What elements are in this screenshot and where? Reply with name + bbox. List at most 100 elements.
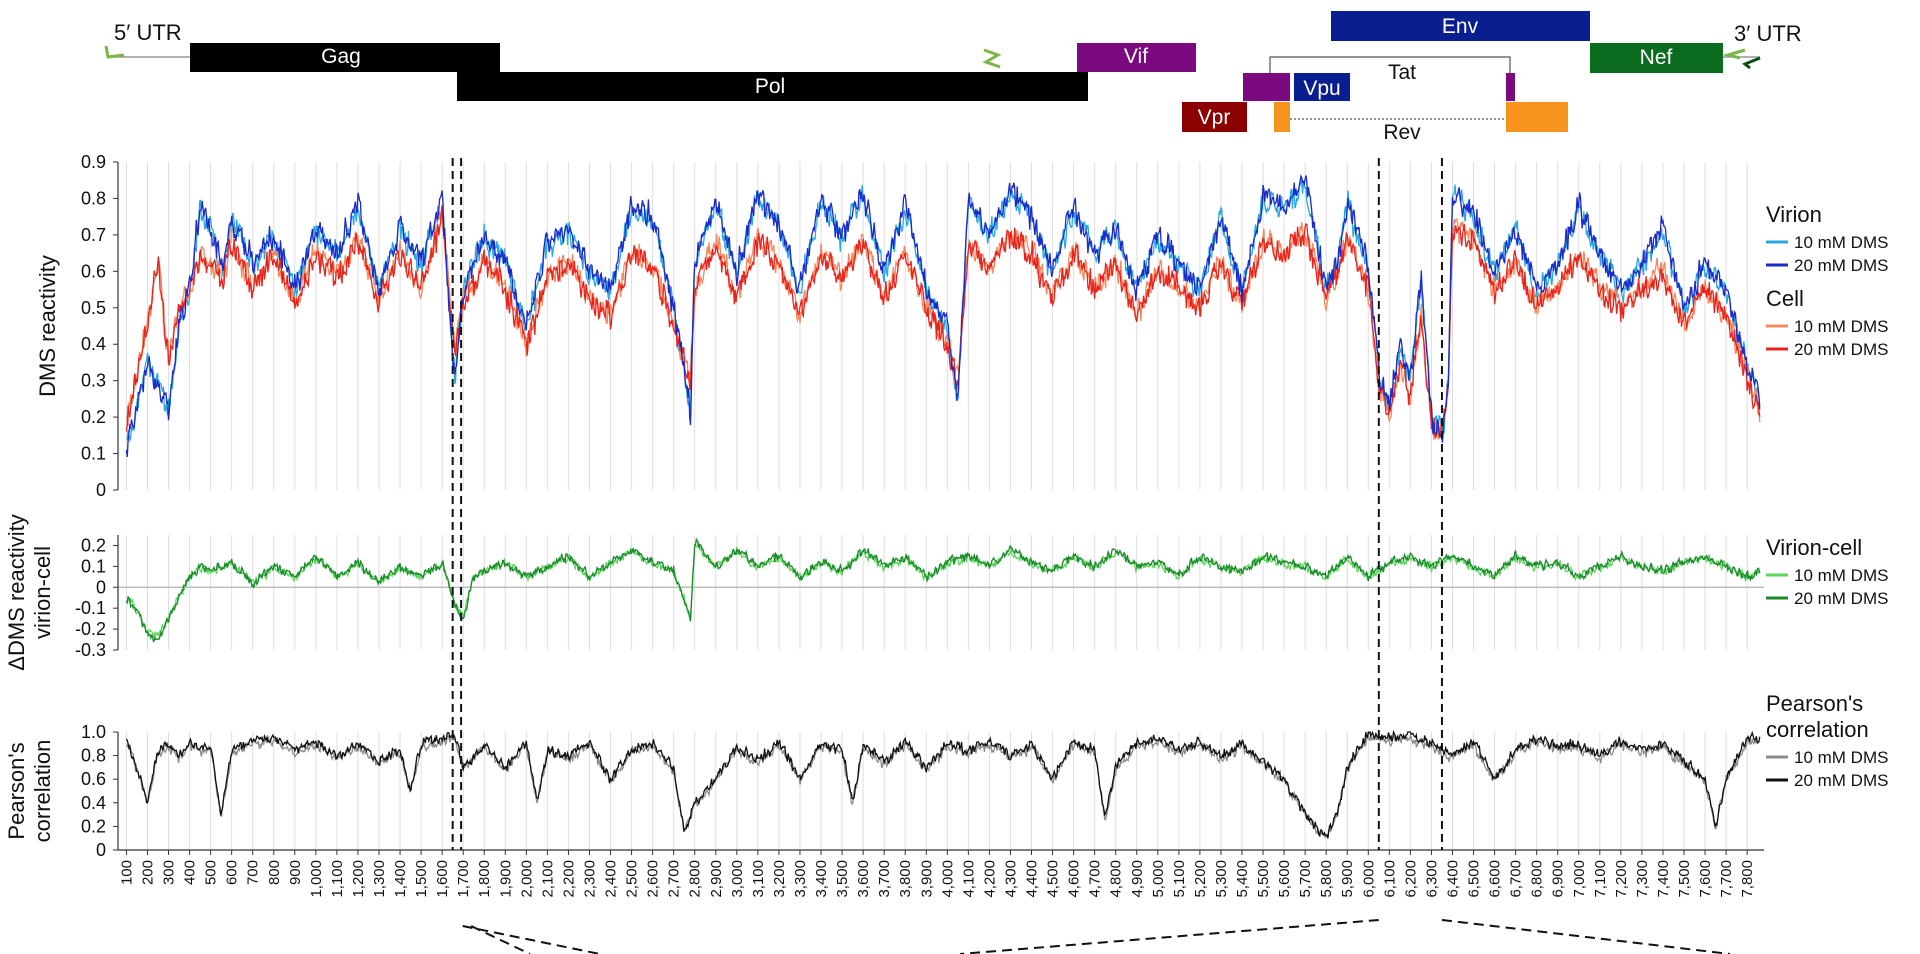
y-axis-label-line1: ΔDMS reactivity <box>4 514 29 671</box>
y-tick-label: 1.0 <box>81 722 106 742</box>
rev-exon2 <box>1506 102 1568 132</box>
x-tick-label: 5,100 <box>1171 860 1188 898</box>
x-tick-label: 900 <box>287 860 304 885</box>
legend-item-label: 10 mM DMS <box>1794 317 1888 336</box>
x-tick-label: 100 <box>118 860 135 885</box>
x-tick-label: 6,700 <box>1508 860 1525 898</box>
x-tick-label: 2,600 <box>645 860 662 898</box>
x-tick-label: 4,200 <box>981 860 998 898</box>
y-tick-label: 0 <box>96 577 106 597</box>
y-tick-label: 0.2 <box>81 816 106 836</box>
x-tick-label: 600 <box>224 860 241 885</box>
utr5-label: 5′ UTR <box>114 20 182 45</box>
x-tick-label: 4,100 <box>960 860 977 898</box>
dashed-markers <box>451 158 1443 850</box>
y-tick-label: 0.4 <box>81 334 106 354</box>
x-tick-label: 5,800 <box>1318 860 1335 898</box>
series-line-virion-10mm <box>126 179 1761 443</box>
x-tick-label: 5,600 <box>1276 860 1293 898</box>
x-tick-label: 6,500 <box>1466 860 1483 898</box>
y-tick-label: 0.1 <box>81 444 106 464</box>
zoom-connector <box>959 919 1379 954</box>
x-tick-label: 1,800 <box>476 860 493 898</box>
legend-item-label: 10 mM DMS <box>1794 566 1888 585</box>
x-tick-label: 6,000 <box>1360 860 1377 898</box>
x-tick-label: 6,400 <box>1444 860 1461 898</box>
legend-title-line2: correlation <box>1766 717 1869 742</box>
legend-item-label: 10 mM DMS <box>1794 748 1888 767</box>
x-tick-label: 300 <box>161 860 178 885</box>
x-tick-label: 4,500 <box>1045 860 1062 898</box>
y-tick-label: 0.8 <box>81 746 106 766</box>
zoom-connectors <box>462 919 1731 954</box>
series-line-virion-20mm <box>125 174 1761 457</box>
x-tick-label: 4,300 <box>1002 860 1019 898</box>
x-tick-label: 6,100 <box>1381 860 1398 898</box>
x-tick-label: 3,200 <box>771 860 788 898</box>
x-tick-label: 3,400 <box>813 860 830 898</box>
utr3-label: 3′ UTR <box>1734 21 1802 46</box>
tat-exon1 <box>1243 73 1290 101</box>
primer-arrow-left-icon <box>104 45 125 59</box>
legend-item-label: 20 mM DMS <box>1794 589 1888 608</box>
gene-vif-label: Vif <box>1124 45 1148 68</box>
legend-item-label: 10 mM DMS <box>1794 233 1888 252</box>
y-tick-label: 0.2 <box>81 407 106 427</box>
gene-env-label: Env <box>1442 15 1479 38</box>
rev-exon1 <box>1274 102 1290 132</box>
gene-gag <box>190 43 500 72</box>
tat-splice-line <box>1269 56 1511 73</box>
x-tick-label: 6,900 <box>1550 860 1567 898</box>
x-tick-label: 7,400 <box>1655 860 1672 898</box>
series-line-delta-20mm <box>125 537 1761 643</box>
x-axis: 100 200 300 400 500 600 700 800 900 1,000 1,100 1,2… <box>118 849 1764 898</box>
x-tick-label: 2,100 <box>539 860 556 898</box>
x-tick-label: 6,300 <box>1423 860 1440 898</box>
legend-item-label: 20 mM DMS <box>1794 256 1888 275</box>
series-line-cell-20mm <box>125 205 1761 439</box>
legend-title: Virion <box>1766 202 1822 227</box>
x-tick-label: 3,700 <box>876 860 893 898</box>
x-tick-label: 1,300 <box>371 860 388 898</box>
y-tick-label: 0.8 <box>81 188 106 208</box>
gene-env <box>1331 11 1590 41</box>
x-tick-label: 2,400 <box>603 860 620 898</box>
x-tick-label: 4,700 <box>1087 860 1104 898</box>
y-tick-label: 0.7 <box>81 225 106 245</box>
x-tick-label: 2,700 <box>666 860 683 898</box>
y-tick-label: 0.1 <box>81 556 106 576</box>
x-tick-label: 7,600 <box>1697 860 1714 898</box>
x-tick-label: 2,300 <box>581 860 598 898</box>
x-tick-label: 7,700 <box>1718 860 1735 898</box>
y-tick-label: 0.4 <box>81 793 106 813</box>
x-tick-label: 3,800 <box>897 860 914 898</box>
x-tick-label: 2,500 <box>624 860 641 898</box>
gene-vpr <box>1182 102 1247 132</box>
gene-vif <box>1077 43 1196 72</box>
x-tick-label: 2,900 <box>708 860 725 898</box>
x-tick-label: 1,200 <box>350 860 367 898</box>
x-tick-label: 3,100 <box>750 860 767 898</box>
x-tick-label: 6,200 <box>1402 860 1419 898</box>
y-tick-label: 0.5 <box>81 298 106 318</box>
x-tick-label: 4,800 <box>1108 860 1125 898</box>
y-tick-label: -0.1 <box>75 598 106 618</box>
panel-reactivity: 0 0.1 0.2 0.3 0.4 0.5 0.6 0.7 0.8 0.9 DMS reactivi… <box>35 152 1888 500</box>
x-tick-label: 5,200 <box>1192 860 1209 898</box>
gene-nef-label: Nef <box>1640 46 1673 69</box>
x-tick-label: 5,000 <box>1150 860 1167 898</box>
gene-vpu <box>1294 73 1350 101</box>
x-tick-label: 3,600 <box>855 860 872 898</box>
gene-pol <box>457 72 1088 101</box>
x-tick-label: 1,900 <box>497 860 514 898</box>
y-axis-label-line2: virion-cell <box>30 546 55 639</box>
y-tick-label: 0 <box>96 480 106 500</box>
primer-arrow-right-icon <box>1722 48 1746 60</box>
tat-exon2 <box>1506 73 1515 101</box>
x-tick-label: 800 <box>266 860 283 885</box>
y-axis-label-line2: correlation <box>30 740 55 843</box>
x-tick-label: 3,300 <box>792 860 809 898</box>
